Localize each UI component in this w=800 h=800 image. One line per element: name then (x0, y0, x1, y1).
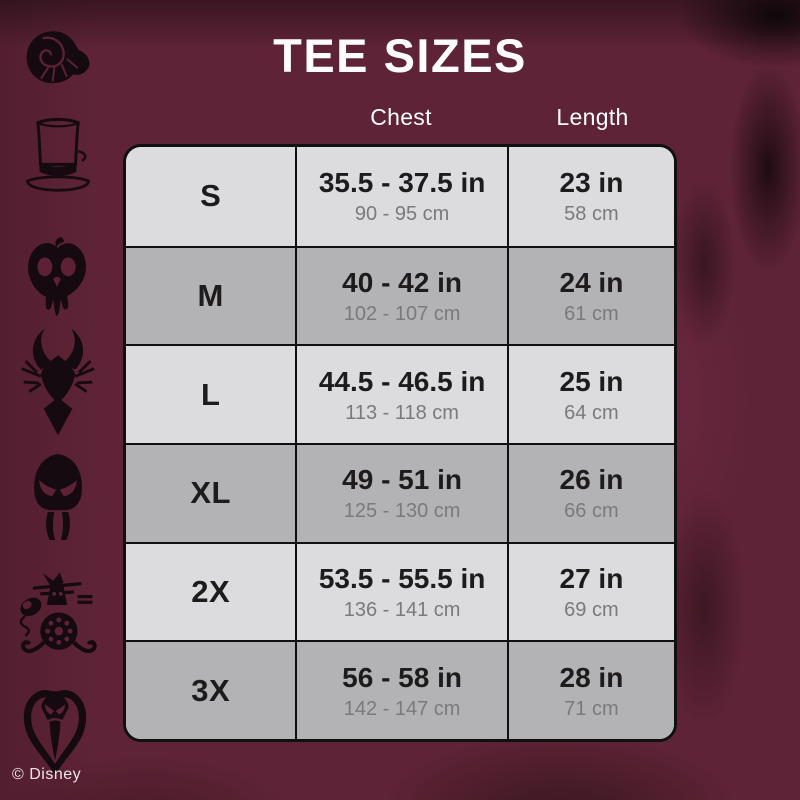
length-cell: 26 in 66 cm (506, 442, 674, 542)
length-cell: 25 in 64 cm (506, 344, 674, 443)
length-cm-value: 64 cm (564, 401, 619, 424)
chest-cell: 53.5 - 55.5 in 136 - 141 cm (295, 541, 507, 641)
length-cm-value: 69 cm (564, 598, 619, 621)
chest-in-value: 49 - 51 in (342, 464, 462, 496)
chest-cell: 35.5 - 37.5 in 90 - 95 cm (295, 147, 507, 246)
size-cell: M (126, 245, 296, 345)
length-cm-value: 58 cm (564, 203, 619, 226)
size-label: XL (190, 475, 231, 511)
size-cell: 3X (126, 640, 296, 739)
chest-cell: 49 - 51 in 125 - 130 cm (295, 442, 507, 542)
size-label: 3X (191, 672, 231, 708)
chest-cell: 44.5 - 46.5 in 113 - 118 cm (295, 344, 507, 443)
chest-cm-value: 142 - 147 cm (343, 697, 461, 720)
chest-cm-value: 113 - 118 cm (345, 401, 459, 424)
chest-cm-value: 102 - 107 cm (343, 302, 461, 325)
length-cell: 28 in 71 cm (506, 640, 674, 739)
poison-apple-icon (28, 236, 86, 317)
dial-machine-icon (19, 572, 97, 654)
cobra-icon (23, 689, 87, 775)
top-hat-icon (26, 117, 90, 192)
size-cell: 2X (126, 541, 296, 641)
length-in-value: 24 in (559, 266, 624, 298)
length-in-value: 28 in (559, 661, 624, 693)
length-in-value: 26 in (559, 464, 624, 496)
disney-copyright: © Disney (12, 766, 82, 783)
chest-cell: 40 - 42 in 102 - 107 cm (295, 245, 507, 345)
size-cell: L (126, 344, 296, 443)
chest-in-value: 35.5 - 37.5 in (318, 167, 486, 199)
size-label: 2X (191, 573, 231, 609)
chest-in-value: 44.5 - 46.5 in (318, 365, 486, 397)
size-cell: XL (126, 442, 296, 542)
chest-in-value: 56 - 58 in (342, 661, 462, 693)
size-chart-table: S 35.5 - 37.5 in 90 - 95 cm 23 in 58 cm M … (123, 144, 677, 742)
chest-column-header: Chest (370, 104, 432, 130)
length-cell: 23 in 58 cm (506, 147, 674, 246)
hooded-ghost-icon (34, 453, 82, 541)
chest-cm-value: 90 - 95 cm (354, 203, 450, 226)
chest-in-value: 40 - 42 in (342, 266, 462, 298)
nautilus-shell-icon (26, 31, 90, 84)
size-label: M (197, 277, 224, 313)
length-in-value: 27 in (559, 562, 624, 594)
villain-icon-column (0, 0, 118, 800)
chest-in-value: 53.5 - 55.5 in (318, 562, 486, 594)
length-cm-value: 66 cm (564, 500, 619, 523)
length-cm-value: 61 cm (564, 302, 619, 325)
chest-cm-value: 136 - 141 cm (343, 598, 461, 621)
length-column-header: Length (556, 104, 629, 130)
length-cell: 27 in 69 cm (506, 541, 674, 641)
chest-cell: 56 - 58 in 142 - 147 cm (295, 640, 507, 739)
length-in-value: 23 in (559, 167, 624, 199)
size-cell: S (126, 147, 296, 246)
page-title: TEE SIZES (273, 29, 527, 82)
length-in-value: 25 in (559, 365, 624, 397)
length-cm-value: 71 cm (564, 697, 619, 720)
chest-cm-value: 125 - 130 cm (343, 500, 461, 523)
size-label: L (200, 376, 221, 412)
maleficent-dragon-icon (21, 328, 95, 436)
size-label: S (200, 178, 222, 214)
length-cell: 24 in 61 cm (506, 245, 674, 345)
